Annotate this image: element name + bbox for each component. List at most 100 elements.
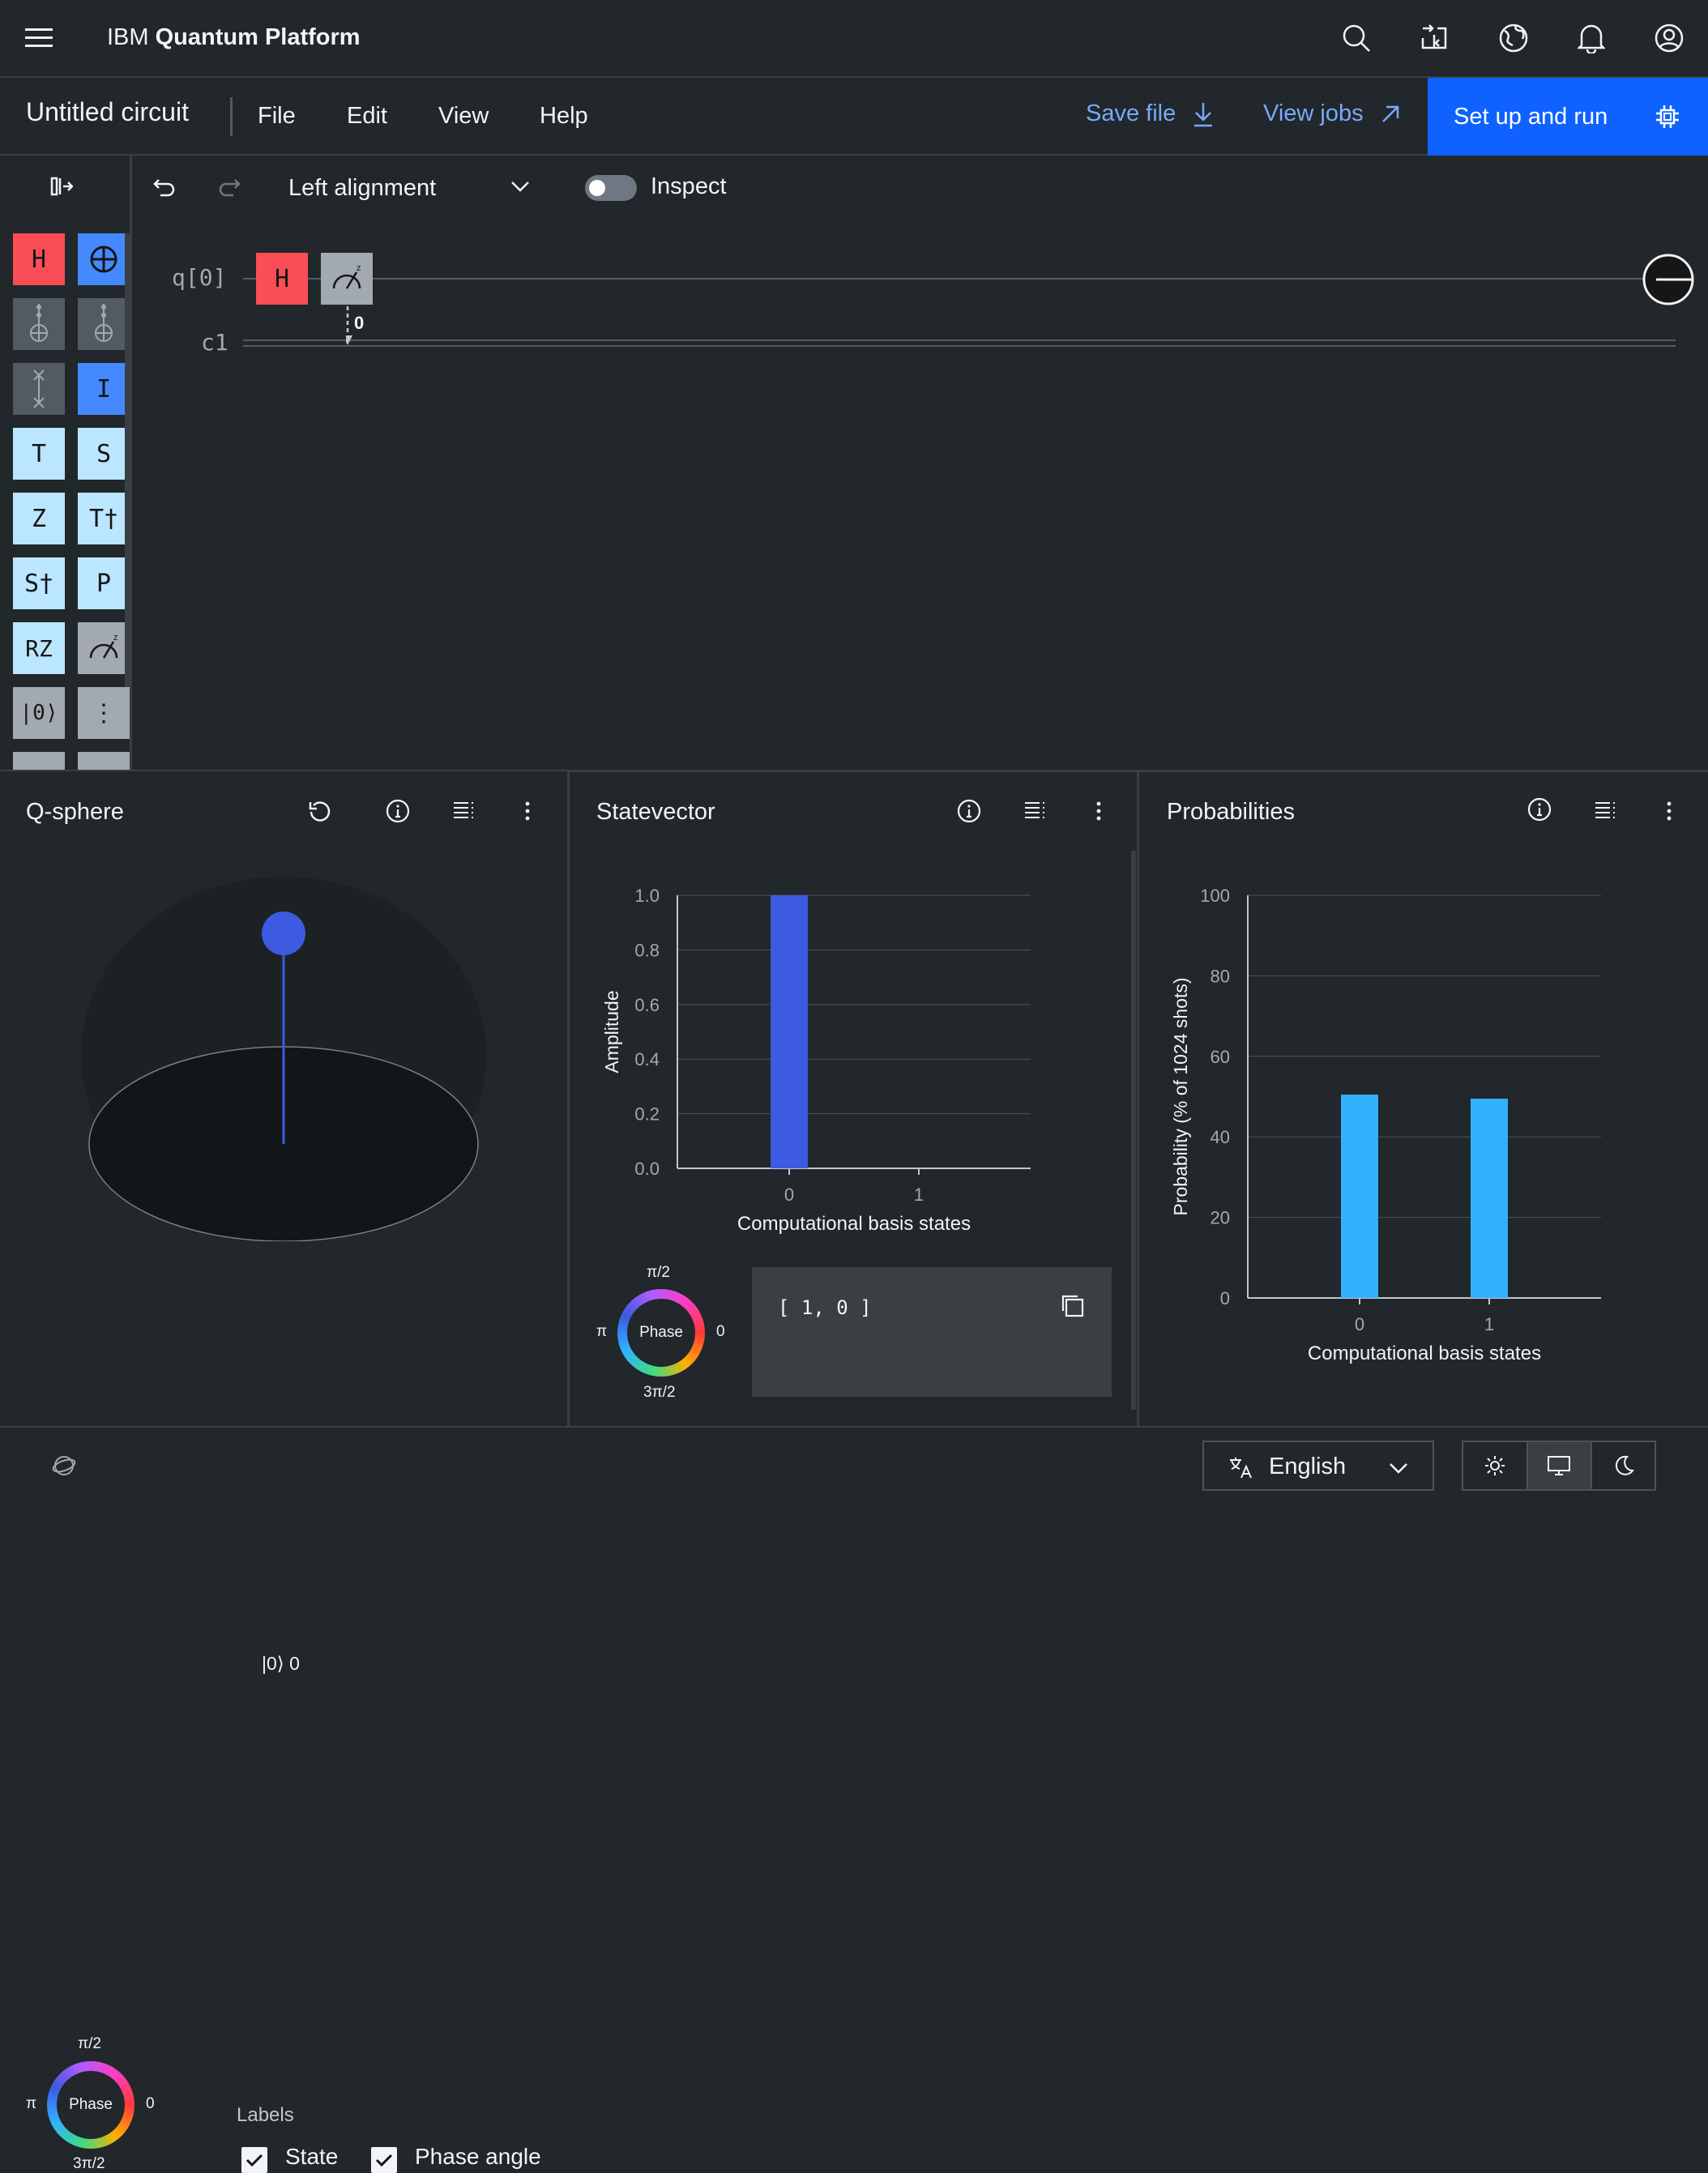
gate-i[interactable]: I <box>78 363 130 415</box>
system-theme-button[interactable] <box>1527 1442 1593 1489</box>
probabilities-ytick-label: 40 <box>1211 1127 1230 1147</box>
phase-angle-checkbox-label: Phase angle <box>415 2144 541 2169</box>
phase-label-top: π/2 <box>78 2035 101 2052</box>
classical-register-label[interactable]: c1 <box>201 329 228 356</box>
circuit-menubar <box>0 78 1708 156</box>
menu-file[interactable]: File <box>258 102 296 129</box>
data-table-icon[interactable] <box>452 800 475 822</box>
chip-icon <box>1656 105 1679 128</box>
statevector-title: Statevector <box>596 799 715 825</box>
classical-wire-bottom <box>243 345 1676 347</box>
gate-t[interactable]: T <box>13 428 65 480</box>
title-divider <box>230 97 233 136</box>
gate-reset[interactable]: |0⟩ <box>13 687 65 739</box>
reset-view-icon[interactable] <box>308 799 332 823</box>
redo-icon[interactable] <box>217 175 241 199</box>
statevector-code-box: [ 1, 0 ] <box>752 1267 1112 1397</box>
inspect-toggle[interactable] <box>585 175 637 201</box>
qubit-label[interactable]: q[0] <box>172 264 227 291</box>
hamburger-menu-icon[interactable] <box>15 14 63 62</box>
probabilities-table-icon[interactable] <box>1594 800 1616 822</box>
gate-barrier[interactable]: ⋮ <box>78 687 130 739</box>
qsphere-state-label: |0⟩ 0 <box>262 1653 300 1674</box>
statevector-ytick-label: 0.6 <box>634 995 660 1015</box>
dark-theme-button[interactable] <box>1592 1442 1655 1489</box>
sv-phase-label-top: π/2 <box>647 1264 670 1281</box>
circuit-title[interactable]: Untitled circuit <box>26 97 189 126</box>
gate-multi-controlled[interactable] <box>78 298 130 350</box>
view-jobs-link[interactable]: View jobs <box>1263 100 1401 127</box>
gate-h[interactable]: H <box>13 233 65 285</box>
language-selector[interactable]: English <box>1202 1441 1434 1491</box>
info-icon[interactable] <box>386 799 410 823</box>
switcher-icon[interactable] <box>1410 14 1458 62</box>
statevector-ytick-label: 0.4 <box>634 1049 660 1069</box>
gate-measure[interactable]: z <box>78 622 130 674</box>
probabilities-ytick-label: 80 <box>1211 966 1230 986</box>
statevector-overflow-icon[interactable] <box>1095 800 1103 822</box>
panels-divider <box>0 770 1708 772</box>
menu-help[interactable]: Help <box>540 102 588 129</box>
menu-view[interactable]: View <box>438 102 489 129</box>
copy-icon[interactable] <box>1060 1293 1084 1317</box>
probabilities-ytick-label: 100 <box>1200 886 1230 906</box>
probabilities-info-icon[interactable] <box>1527 797 1552 822</box>
gate-swap[interactable] <box>13 363 65 415</box>
set-up-and-run-label: Set up and run <box>1454 103 1608 130</box>
state-checkbox[interactable] <box>241 2147 267 2173</box>
gate-z[interactable]: Z <box>13 493 65 544</box>
save-file-button[interactable]: Save file <box>1086 100 1215 127</box>
classical-wire-top <box>243 339 1676 341</box>
notification-bell-icon[interactable] <box>1567 14 1616 62</box>
phase-label-left: π <box>26 2095 37 2112</box>
set-up-and-run-button[interactable]: Set up and run <box>1428 78 1708 156</box>
gate-rz[interactable]: RZ <box>13 622 65 674</box>
gate-toffoli[interactable] <box>13 298 65 350</box>
phase-color-wheel: Phase <box>47 2061 135 2149</box>
statevector-bar-0 <box>771 895 808 1168</box>
user-avatar-icon[interactable] <box>1645 14 1693 62</box>
overflow-menu-icon[interactable] <box>523 800 532 822</box>
statevector-info-icon[interactable] <box>957 799 981 823</box>
probabilities-overflow-icon[interactable] <box>1665 800 1673 822</box>
alignment-dropdown[interactable]: Left alignment <box>288 167 535 209</box>
inspect-label: Inspect <box>651 173 727 199</box>
gate-p[interactable]: P <box>78 557 130 609</box>
statevector-scrollbar[interactable] <box>1131 851 1136 1410</box>
controlled-not-icon <box>95 304 113 342</box>
undo-icon[interactable] <box>152 175 177 199</box>
statevector-table-icon[interactable] <box>1023 800 1046 822</box>
gate-s[interactable]: S <box>78 428 130 480</box>
globe-icon[interactable] <box>1489 14 1538 62</box>
palette-scrollbar[interactable] <box>125 233 130 687</box>
gate-tdg[interactable]: T† <box>78 493 130 544</box>
menu-edit[interactable]: Edit <box>347 102 387 129</box>
view-jobs-label: View jobs <box>1263 100 1364 126</box>
probabilities-title: Probabilities <box>1167 799 1295 825</box>
statevector-ytick-label: 0.8 <box>634 940 660 960</box>
gate-cnot[interactable] <box>78 233 130 285</box>
chevron-down-icon <box>1390 1463 1407 1474</box>
sun-icon <box>1484 1456 1505 1475</box>
search-icon[interactable] <box>1332 14 1381 62</box>
qiskit-logo-icon[interactable] <box>52 1454 76 1478</box>
circuit-gate-h[interactable]: H <box>256 253 308 305</box>
brand-prefix: IBM <box>107 24 149 50</box>
circuit-gate-measure[interactable]: z <box>321 253 373 305</box>
qsphere-visualization[interactable] <box>49 869 519 1241</box>
qsphere-title: Q-sphere <box>26 799 124 825</box>
sv-phase-wheel-center: Phase <box>627 1299 695 1367</box>
brand-title[interactable]: IBM Quantum Platform <box>107 24 361 51</box>
sv-phase-label-bottom: 3π/2 <box>643 1384 676 1401</box>
state-dot[interactable] <box>262 911 305 955</box>
probabilities-ytick-label: 0 <box>1220 1288 1230 1308</box>
remove-qubit-icon[interactable] <box>1642 253 1695 306</box>
svg-text:z: z <box>357 263 361 273</box>
gate-more-1[interactable] <box>13 752 65 770</box>
gate-more-2[interactable] <box>78 752 130 770</box>
gate-sdg[interactable]: S† <box>13 557 65 609</box>
collapse-panel-icon[interactable] <box>50 175 73 198</box>
phase-angle-checkbox[interactable] <box>371 2147 397 2173</box>
light-theme-button[interactable] <box>1463 1442 1528 1489</box>
probabilities-bar-1 <box>1471 1098 1508 1298</box>
